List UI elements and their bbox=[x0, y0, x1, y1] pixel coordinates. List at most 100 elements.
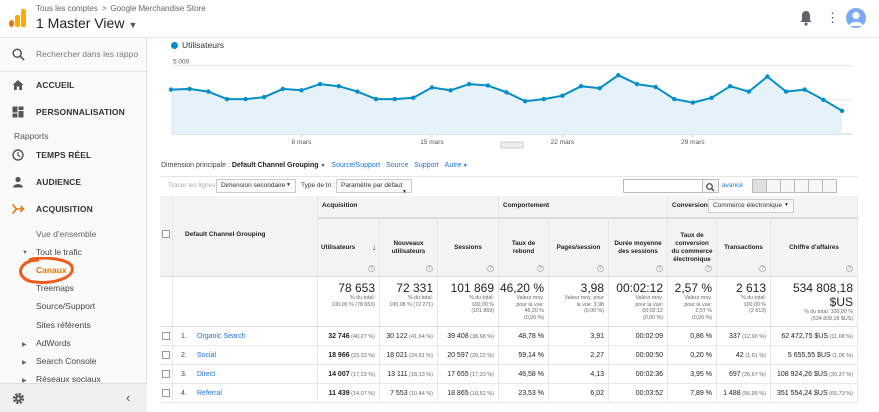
sidebar-sub-referrals[interactable]: Sites référents bbox=[36, 320, 91, 330]
help-icon[interactable]: ? bbox=[426, 265, 433, 272]
data-point bbox=[262, 94, 267, 100]
breadcrumb[interactable]: Tous les comptes > Google Merchandise Stor… bbox=[36, 4, 210, 13]
help-icon[interactable]: ? bbox=[846, 265, 853, 272]
caret-down-icon: ▼ bbox=[461, 163, 468, 169]
row-checkbox[interactable] bbox=[162, 389, 170, 397]
channel-link[interactable]: Direct bbox=[197, 371, 216, 378]
secondary-dimension-select[interactable]: Dimension secondaire ▼ bbox=[216, 179, 296, 193]
analytics-logo[interactable] bbox=[9, 9, 26, 27]
dimension-link-other[interactable]: Autre bbox=[444, 162, 462, 169]
sort-type-select[interactable]: Paramètre par défaut ▼ bbox=[336, 179, 412, 195]
row-checkbox[interactable] bbox=[162, 370, 170, 378]
column-header[interactable]: Durée moyenne des sessions? bbox=[609, 218, 668, 276]
advanced-filter-link[interactable]: avancé bbox=[722, 182, 743, 189]
group-behavior: Comportement bbox=[499, 196, 668, 217]
table-view-icon[interactable] bbox=[752, 179, 767, 193]
help-icon[interactable]: ? bbox=[656, 265, 663, 272]
dimension-link-source-medium[interactable]: Source/Support bbox=[331, 162, 381, 169]
help-icon[interactable]: ? bbox=[705, 265, 712, 272]
breadcrumb-accounts[interactable]: Tous les comptes bbox=[36, 4, 98, 13]
column-header[interactable]: Transactions? bbox=[717, 218, 771, 276]
sidebar-sub-source-medium[interactable]: Source/Support bbox=[36, 301, 96, 311]
column-header[interactable]: Taux de conversion du commerce électroni… bbox=[668, 218, 717, 276]
sidebar-item-customization[interactable]: PERSONNALISATION bbox=[0, 99, 147, 125]
data-point bbox=[728, 84, 733, 89]
sidebar-sub-search-console[interactable]: Search Console bbox=[36, 356, 97, 366]
gear-icon[interactable] bbox=[12, 392, 25, 405]
table-search-input[interactable] bbox=[623, 179, 703, 193]
cell-value: 13 111 bbox=[387, 371, 408, 378]
totals-value: 00:02:12 bbox=[616, 281, 663, 295]
help-icon[interactable]: ? bbox=[597, 265, 604, 272]
channel-link[interactable]: Social bbox=[197, 352, 217, 359]
pie-view-icon[interactable] bbox=[766, 179, 781, 193]
chevron-left-icon[interactable]: ‹ bbox=[126, 390, 131, 405]
plot-rows-button[interactable]: Tracer les lignes bbox=[168, 182, 216, 189]
totals-subtext: % du total: bbox=[740, 295, 766, 301]
bell-icon[interactable] bbox=[799, 10, 813, 26]
chart-resize-handle[interactable] bbox=[500, 141, 524, 149]
column-header[interactable]: Pages/session? bbox=[549, 218, 609, 276]
pivot-view-icon[interactable] bbox=[822, 179, 837, 193]
help-icon[interactable]: ? bbox=[537, 265, 544, 272]
dimension-link-medium[interactable]: Support bbox=[414, 162, 439, 169]
cell-value: 32 746 bbox=[328, 333, 350, 340]
data-cell: 18 865 (18,52 %) bbox=[438, 384, 499, 402]
term-cloud-view-icon[interactable] bbox=[808, 179, 823, 193]
column-header[interactable]: Utilisateurs ↓? bbox=[318, 218, 380, 276]
view-selector[interactable]: 1 Master View ▼ bbox=[36, 15, 137, 31]
sidebar-sub-all-traffic[interactable]: Tout le trafic bbox=[36, 247, 82, 257]
sidebar-sub-treemaps[interactable]: Treemaps bbox=[36, 283, 74, 293]
totals-subtext: (0,00 %) bbox=[523, 314, 544, 321]
help-icon[interactable]: ? bbox=[487, 265, 494, 272]
sidebar-item-acquisition[interactable]: ACQUISITION bbox=[0, 196, 147, 222]
channel-link[interactable]: Organic Search bbox=[197, 333, 246, 340]
search-input[interactable]: Rechercher dans les rappo bbox=[36, 49, 139, 59]
column-header[interactable]: Taux de rebond? bbox=[499, 218, 549, 276]
cell-value: 0,20 % bbox=[690, 352, 712, 359]
sidebar-item-realtime[interactable]: TEMPS RÉEL bbox=[0, 142, 147, 168]
sidebar-search[interactable]: Rechercher dans les rappo bbox=[0, 38, 147, 72]
column-header[interactable]: Chiffre d'affaires? bbox=[771, 218, 858, 276]
cell-value: 46,58 % bbox=[518, 371, 544, 378]
row-checkbox[interactable] bbox=[162, 351, 170, 359]
sidebar-sub-adwords[interactable]: AdWords bbox=[36, 338, 71, 348]
caret-down-icon: ▼ bbox=[320, 163, 326, 169]
help-icon[interactable]: ? bbox=[759, 265, 766, 272]
help-icon[interactable]: ? bbox=[368, 265, 375, 272]
data-point bbox=[224, 96, 230, 102]
cell-value: 7 553 bbox=[390, 390, 408, 397]
totals-cell: 72 331% du total: 100,08 % (72 271) bbox=[380, 277, 438, 326]
cell-value: 48,78 % bbox=[518, 333, 544, 340]
sidebar-sub-overview[interactable]: Vue d'ensemble bbox=[36, 229, 97, 239]
performance-view-icon[interactable] bbox=[780, 179, 795, 193]
conversion-type-select[interactable]: Commerce électronique ▼ bbox=[708, 199, 794, 213]
sidebar-item-home[interactable]: ACCUEIL bbox=[0, 72, 147, 98]
totals-subtext: 46,20 % bbox=[524, 308, 544, 314]
dimension-active[interactable]: Default Channel Grouping bbox=[231, 162, 319, 169]
cell-percent: (12,90 %) bbox=[740, 334, 766, 340]
sidebar-sub-channels[interactable]: Canaux bbox=[36, 265, 67, 275]
sidebar-sub-social[interactable]: Réseaux sociaux bbox=[36, 374, 101, 384]
row-index: 3. bbox=[181, 371, 187, 378]
totals-value: 2,57 % bbox=[674, 281, 712, 295]
comparison-view-icon[interactable] bbox=[794, 179, 809, 193]
more-vert-icon[interactable]: ⋮ bbox=[826, 10, 839, 25]
cell-value: 42 bbox=[735, 352, 744, 359]
sidebar-item-label: ACCUEIL bbox=[36, 80, 75, 90]
select-all-checkbox[interactable] bbox=[162, 230, 170, 238]
cell-percent: (40,27 %) bbox=[349, 334, 375, 340]
column-header[interactable]: Sessions? bbox=[438, 218, 499, 276]
table-search-button[interactable] bbox=[703, 179, 719, 193]
data-point bbox=[765, 74, 770, 79]
row-checkbox-cell bbox=[160, 327, 173, 345]
row-checkbox[interactable] bbox=[162, 332, 170, 340]
data-cell: 30 122 (41,64 %) bbox=[380, 327, 438, 345]
channel-link[interactable]: Referral bbox=[197, 390, 222, 397]
breadcrumb-property[interactable]: Google Merchandise Store bbox=[110, 4, 206, 13]
dimension-link-source[interactable]: Source bbox=[386, 162, 409, 169]
avatar[interactable] bbox=[846, 8, 866, 28]
secondary-dimension-value: Dimension secondaire bbox=[221, 182, 286, 189]
sidebar-item-audience[interactable]: AUDIENCE bbox=[0, 169, 147, 195]
column-header[interactable]: Nouveaux utilisateurs? bbox=[380, 218, 438, 276]
